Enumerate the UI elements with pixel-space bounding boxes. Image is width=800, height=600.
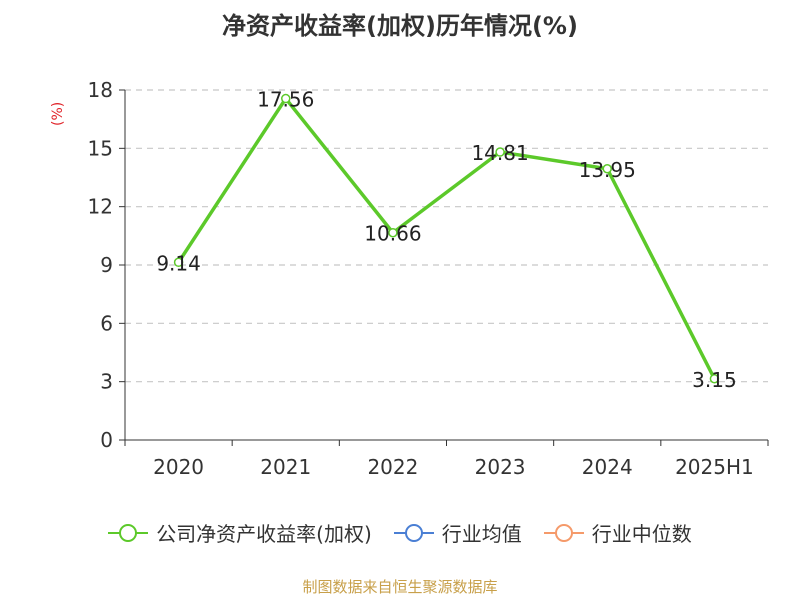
y-tick-label: 3 (100, 370, 113, 394)
legend-label-company: 公司净资产收益率(加权) (156, 522, 372, 546)
x-tick-label: 2024 (582, 455, 633, 479)
data-point (173, 257, 184, 268)
legend-marker-company (108, 523, 149, 542)
legend-label-industry-median: 行业中位数 (591, 522, 692, 546)
y-tick-label: 0 (100, 428, 113, 452)
data-point (602, 164, 612, 174)
y-tick-label: 9 (100, 253, 113, 277)
data-label: 10.66 (364, 222, 421, 246)
data-label: 3.15 (692, 368, 737, 392)
legend: 公司净资产收益率(加权) 行业均值 行业中位数 (0, 518, 800, 547)
x-tick-label: 2020 (153, 455, 204, 479)
x-tick-label: 2022 (367, 455, 418, 479)
data-source-note: 制图数据来自恒生聚源数据库 (302, 578, 498, 596)
data-point (709, 374, 720, 384)
legend-item-industry-median[interactable]: 行业中位数 (543, 518, 692, 547)
chart-title: 净资产收益率(加权)历年情况(%) (222, 12, 578, 40)
data-point (388, 227, 398, 238)
legend-item-industry-average[interactable]: 行业均值 (393, 518, 522, 547)
legend-marker-industry-average (393, 523, 434, 542)
data-point (281, 93, 291, 104)
y-tick-label: 18 (88, 78, 113, 102)
series-line (177, 96, 716, 380)
x-tick-label: 2021 (260, 455, 311, 479)
legend-label-industry-average: 行业均值 (441, 522, 522, 546)
data-label: 9.14 (156, 251, 201, 275)
data-label: 14.81 (471, 141, 528, 165)
data-point (495, 147, 505, 157)
x-tick-label: 2023 (475, 455, 526, 479)
data-label: 17.56 (257, 88, 314, 112)
legend-marker-industry-median (543, 523, 584, 542)
data-label: 13.95 (579, 158, 636, 182)
x-tick-label: 2025H1 (675, 455, 754, 479)
y-tick-label: 6 (100, 311, 113, 335)
legend-item-company[interactable]: 公司净资产收益率(加权) (108, 518, 372, 547)
line-chart: 0 3 6 9 12 15 18 2020 2021 2022 2023 2024 2025H1 9.14… (88, 78, 769, 479)
y-tick-label: 12 (88, 195, 113, 219)
y-tick-label: 15 (88, 136, 113, 160)
